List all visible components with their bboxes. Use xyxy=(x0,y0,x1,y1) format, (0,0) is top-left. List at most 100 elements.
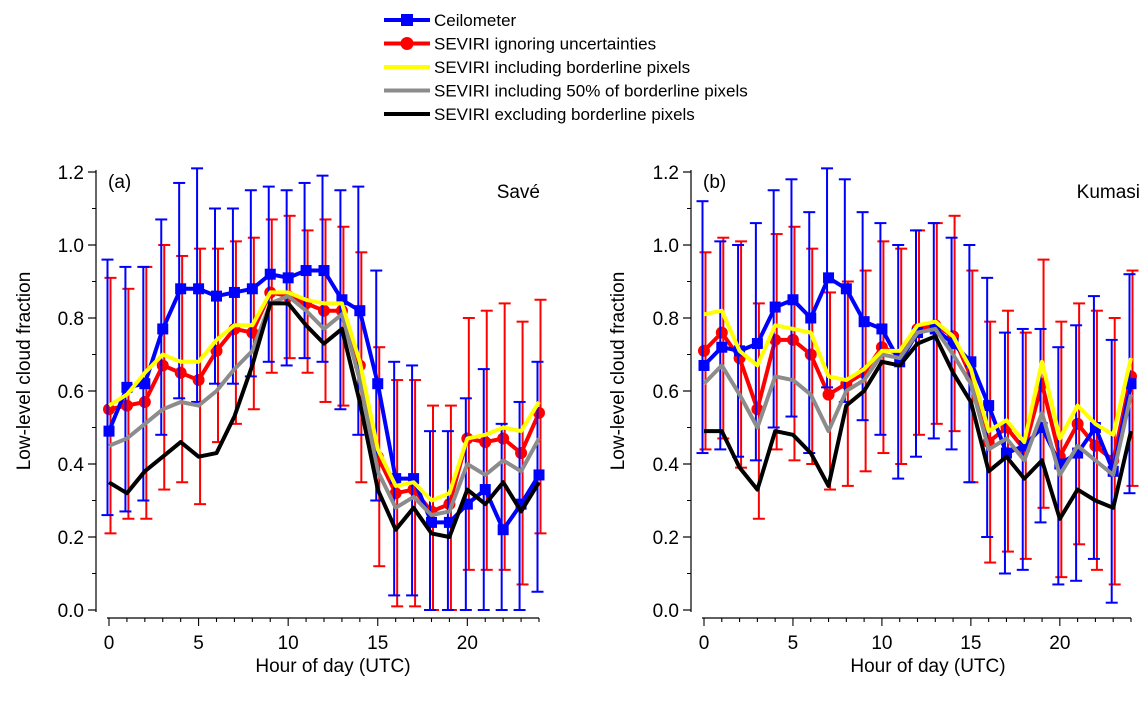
x-tick-label: 0 xyxy=(699,633,710,654)
point-ceilometer xyxy=(300,265,312,277)
point-ceilometer xyxy=(947,338,959,350)
site-label: Kumasi xyxy=(1077,182,1140,203)
x-tick-label: 5 xyxy=(788,633,799,654)
point-ceilometer xyxy=(1125,378,1137,390)
y-tick-label: 0.0 xyxy=(58,601,84,622)
point-ceilometer xyxy=(533,469,545,481)
y-axis-label: Low-level cloud fraction xyxy=(14,272,35,471)
y-tick-label: 0.0 xyxy=(653,601,679,622)
legend-marker-ceilometer xyxy=(401,14,413,26)
point-ceilometer xyxy=(461,498,473,510)
point-seviri-ignoring-uncertainties xyxy=(479,436,492,449)
point-seviri-ignoring-uncertainties xyxy=(822,388,835,401)
point-ceilometer xyxy=(787,294,799,306)
point-ceilometer xyxy=(282,272,294,284)
point-ceilometer xyxy=(840,283,852,295)
legend-marker-seviri-ignoring-uncertainties xyxy=(400,37,414,50)
legend: Ceilometer SEVIRI ignoring uncertainties S… xyxy=(384,11,748,124)
point-seviri-ignoring-uncertainties xyxy=(246,326,259,339)
point-ceilometer xyxy=(698,359,710,371)
point-ceilometer xyxy=(1036,422,1048,433)
x-tick-label: 5 xyxy=(193,633,204,654)
y-tick-label: 1.2 xyxy=(58,163,84,184)
panel-label: (a) xyxy=(108,172,131,193)
panel-label: (b) xyxy=(703,172,726,193)
point-ceilometer xyxy=(894,356,906,368)
point-seviri-ignoring-uncertainties xyxy=(318,304,330,317)
series-line-seviri-including-50-of-borderline-pixels xyxy=(702,326,1133,477)
point-ceilometer xyxy=(515,498,527,510)
point-ceilometer xyxy=(823,272,835,284)
x-tick-label: 15 xyxy=(367,633,388,654)
point-seviri-ignoring-uncertainties xyxy=(103,403,115,416)
legend-label-ceilometer: Ceilometer xyxy=(434,11,517,30)
point-ceilometer xyxy=(193,283,205,295)
point-ceilometer xyxy=(858,316,870,328)
y-tick-label: 0.8 xyxy=(58,309,84,330)
point-seviri-ignoring-uncertainties xyxy=(715,326,728,339)
x-axis-label: Hour of day (UTC) xyxy=(850,656,1005,677)
point-ceilometer xyxy=(769,301,781,313)
point-seviri-ignoring-uncertainties xyxy=(786,333,799,346)
legend-label-seviri-including-borderline-pixels: SEVIRI including borderline pixels xyxy=(434,58,690,77)
point-ceilometer xyxy=(965,356,977,368)
y-tick-label: 1.2 xyxy=(653,163,679,184)
x-tick-label: 15 xyxy=(960,633,981,654)
x-tick-label: 10 xyxy=(278,633,299,654)
legend-label-seviri-excluding-borderline-pixels: SEVIRI excluding borderline pixels xyxy=(434,105,695,124)
legend-label-seviri-ignoring-uncertainties: SEVIRI ignoring uncertainties xyxy=(434,35,656,54)
point-ceilometer xyxy=(426,516,437,528)
point-seviri-ignoring-uncertainties xyxy=(174,366,187,379)
point-seviri-ignoring-uncertainties xyxy=(1071,417,1084,430)
point-seviri-ignoring-uncertainties xyxy=(1089,439,1102,452)
point-ceilometer xyxy=(103,425,115,437)
point-ceilometer xyxy=(264,268,276,280)
point-ceilometer xyxy=(876,323,888,335)
series-group xyxy=(101,167,547,611)
point-ceilometer xyxy=(318,265,330,277)
series-line-seviri-including-50-of-borderline-pixels xyxy=(108,294,541,518)
series-line-seviri-including-borderline-pixels xyxy=(107,290,541,503)
point-seviri-ignoring-uncertainties xyxy=(138,395,151,408)
point-ceilometer xyxy=(354,305,366,317)
point-ceilometer xyxy=(157,323,169,335)
point-ceilometer xyxy=(751,338,763,350)
series-group xyxy=(696,167,1139,604)
point-ceilometer xyxy=(1072,447,1084,459)
point-ceilometer xyxy=(408,473,420,485)
point-ceilometer xyxy=(716,341,728,353)
point-seviri-ignoring-uncertainties xyxy=(497,432,510,445)
point-ceilometer xyxy=(228,286,240,298)
point-ceilometer xyxy=(121,381,133,393)
point-seviri-ignoring-uncertainties xyxy=(192,374,205,387)
panel-a: 0.0 0.2 0.4 0.6 0.8 1.0 1.2 0 5 10 15 20 Hour of day… xyxy=(14,163,547,677)
point-ceilometer xyxy=(805,312,817,324)
series-line-seviri-including-borderline-pixels xyxy=(703,308,1133,445)
point-ceilometer xyxy=(211,290,222,302)
x-tick-label: 10 xyxy=(871,633,892,654)
series-line-seviri-excluding-borderline-pixels xyxy=(704,334,1133,521)
point-seviri-ignoring-uncertainties xyxy=(804,348,817,361)
point-ceilometer xyxy=(175,283,187,295)
x-tick-label: 20 xyxy=(1049,633,1070,654)
series-line-seviri-excluding-borderline-pixels xyxy=(107,301,541,539)
y-tick-label: 0.2 xyxy=(653,528,679,549)
point-seviri-ignoring-uncertainties xyxy=(156,359,169,372)
point-ceilometer xyxy=(983,400,995,412)
point-ceilometer xyxy=(336,294,348,306)
y-tick-label: 0.2 xyxy=(58,528,84,549)
point-ceilometer xyxy=(443,516,455,528)
x-tick-label: 0 xyxy=(104,633,115,654)
x-axis-label: Hour of day (UTC) xyxy=(255,656,410,677)
y-tick-label: 0.6 xyxy=(58,382,84,403)
site-label: Savé xyxy=(497,182,540,203)
point-ceilometer xyxy=(497,524,509,536)
point-ceilometer xyxy=(1089,422,1101,433)
point-seviri-ignoring-uncertainties xyxy=(751,403,764,416)
point-ceilometer xyxy=(246,283,258,295)
y-tick-label: 1.0 xyxy=(58,236,84,257)
point-ceilometer xyxy=(390,473,402,485)
point-ceilometer xyxy=(139,378,151,390)
